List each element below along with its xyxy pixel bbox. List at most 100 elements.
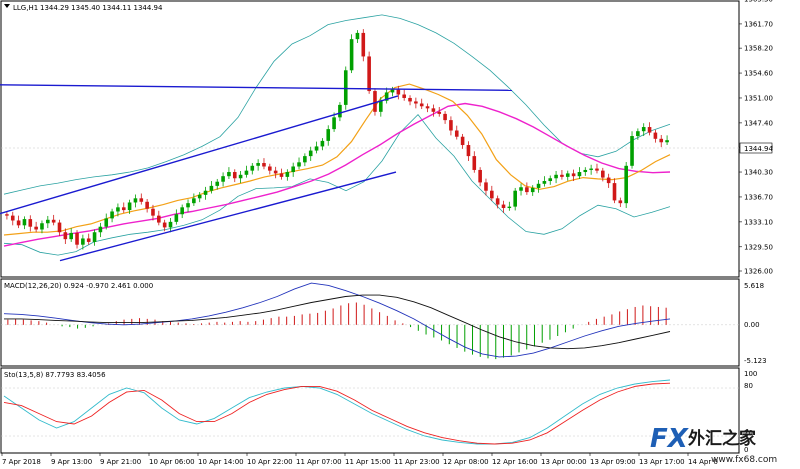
macd-axis-max: 5.618 bbox=[744, 282, 764, 290]
sto-axis-0: 0 bbox=[744, 446, 748, 454]
candle-body bbox=[133, 198, 138, 203]
price-tick-label: 1347.40 bbox=[744, 119, 773, 127]
candle-body bbox=[162, 222, 167, 228]
time-tick-label: 10 Apr 06:00 bbox=[149, 458, 195, 466]
candle-body bbox=[414, 101, 418, 104]
candle-body bbox=[466, 145, 471, 157]
candle-body bbox=[268, 166, 272, 171]
candle-body bbox=[110, 211, 114, 219]
macd-axis-zero: 0.00 bbox=[744, 321, 760, 329]
candle-body bbox=[507, 206, 512, 209]
ohlc-readout: 1344.29 1345.40 1344.11 1344.94 bbox=[40, 4, 163, 12]
fx68-watermark: FX 外汇之家 www.fx68.com bbox=[650, 424, 777, 465]
candle-body bbox=[454, 130, 459, 137]
candle-body bbox=[408, 97, 412, 102]
price-panel[interactable] bbox=[0, 0, 740, 278]
candle-body bbox=[221, 176, 225, 182]
macd-signal-line bbox=[4, 294, 671, 350]
candle-body bbox=[343, 70, 348, 105]
candle-body bbox=[554, 174, 558, 179]
time-tick-label: 12 Apr 08:00 bbox=[443, 458, 489, 466]
candle-body bbox=[472, 156, 477, 170]
candle-body bbox=[437, 111, 442, 114]
candle-body bbox=[612, 183, 617, 201]
sto-panel[interactable] bbox=[0, 367, 740, 454]
candle-body bbox=[431, 108, 436, 112]
candle-body bbox=[419, 103, 424, 107]
time-axis: 7 Apr 2018 9 Apr 13:00 9 Apr 21:00 10 Apr 0… bbox=[1, 453, 718, 466]
candle-body bbox=[349, 39, 354, 71]
price-axis: 1365.30 1361.70 1358.20 1354.60 1351.00 1347.… bbox=[739, 0, 773, 276]
candle-body bbox=[291, 166, 295, 173]
candle-body bbox=[478, 169, 482, 183]
candle-body bbox=[51, 219, 56, 223]
symbol-label: LLG,H1 bbox=[13, 4, 38, 12]
candle-body bbox=[227, 172, 231, 177]
candle-body bbox=[665, 140, 669, 143]
trendline-1 bbox=[0, 95, 399, 215]
price-tick-label: 1329.50 bbox=[744, 243, 773, 251]
current-price-tag bbox=[739, 142, 773, 154]
macd-axis-min: -5.123 bbox=[744, 357, 767, 365]
price-tick-label: 1361.70 bbox=[744, 20, 773, 28]
price-tick-label: 1340.30 bbox=[744, 169, 773, 177]
candle-body bbox=[86, 238, 91, 242]
candle-body bbox=[168, 221, 173, 228]
price-tick-label: 1365.30 bbox=[744, 0, 773, 4]
candle-body bbox=[449, 120, 453, 131]
candle-body bbox=[139, 198, 144, 202]
candle-body bbox=[355, 32, 360, 40]
price-tick-label: 1354.60 bbox=[744, 70, 773, 78]
slow-ma-line bbox=[3, 102, 671, 247]
price-tick-label: 1333.10 bbox=[744, 218, 773, 226]
candle-body bbox=[279, 173, 284, 177]
candle-body bbox=[244, 170, 249, 175]
candle-body bbox=[10, 215, 15, 221]
candle-body bbox=[525, 187, 529, 193]
candle-body bbox=[232, 172, 237, 179]
price-plot bbox=[0, 14, 671, 262]
symbol-dropdown-icon[interactable] bbox=[4, 4, 10, 8]
candle-body bbox=[116, 207, 120, 212]
candle-body bbox=[285, 172, 290, 177]
candle-body bbox=[320, 140, 325, 147]
time-tick-label: 13 Apr 09:00 bbox=[590, 458, 636, 466]
candle-body bbox=[495, 198, 500, 205]
time-tick-label: 11 Apr 23:00 bbox=[394, 458, 440, 466]
candle-body bbox=[215, 181, 220, 186]
candle-body bbox=[653, 132, 658, 139]
candle-body bbox=[98, 226, 103, 233]
candle-body bbox=[303, 156, 307, 163]
candle-body bbox=[595, 168, 599, 171]
candle-body bbox=[5, 214, 9, 216]
time-tick-label: 12 Apr 16:00 bbox=[492, 458, 538, 466]
time-tick-label: 10 Apr 14:00 bbox=[198, 458, 244, 466]
candle-body bbox=[367, 56, 371, 92]
price-tick-label: 1336.70 bbox=[744, 193, 773, 201]
candle-body bbox=[174, 214, 179, 222]
price-tick-label: 1351.00 bbox=[744, 94, 773, 102]
candle-body bbox=[308, 150, 313, 157]
candle-body bbox=[536, 183, 541, 188]
candle-body bbox=[57, 222, 62, 233]
candle-body bbox=[501, 204, 506, 209]
candle-body bbox=[34, 226, 38, 230]
candle-body bbox=[238, 174, 243, 179]
candle-body bbox=[75, 232, 79, 245]
candle-body bbox=[203, 190, 208, 195]
time-tick-label: 9 Apr 21:00 bbox=[100, 458, 141, 466]
time-tick-label: 13 Apr 00:00 bbox=[541, 458, 587, 466]
time-tick-label: 13 Apr 17:00 bbox=[639, 458, 685, 466]
candle-body bbox=[443, 113, 447, 121]
candle-body bbox=[460, 136, 465, 146]
price-tick-label: 1358.20 bbox=[744, 45, 773, 53]
candle-body bbox=[63, 232, 68, 240]
macd-plot bbox=[1, 282, 739, 360]
candle-body bbox=[606, 177, 611, 184]
candle-body bbox=[180, 207, 184, 215]
candle-body bbox=[373, 91, 377, 112]
candle-body bbox=[157, 215, 161, 223]
time-tick-label: 10 Apr 22:00 bbox=[247, 458, 293, 466]
candle-body bbox=[402, 94, 406, 98]
